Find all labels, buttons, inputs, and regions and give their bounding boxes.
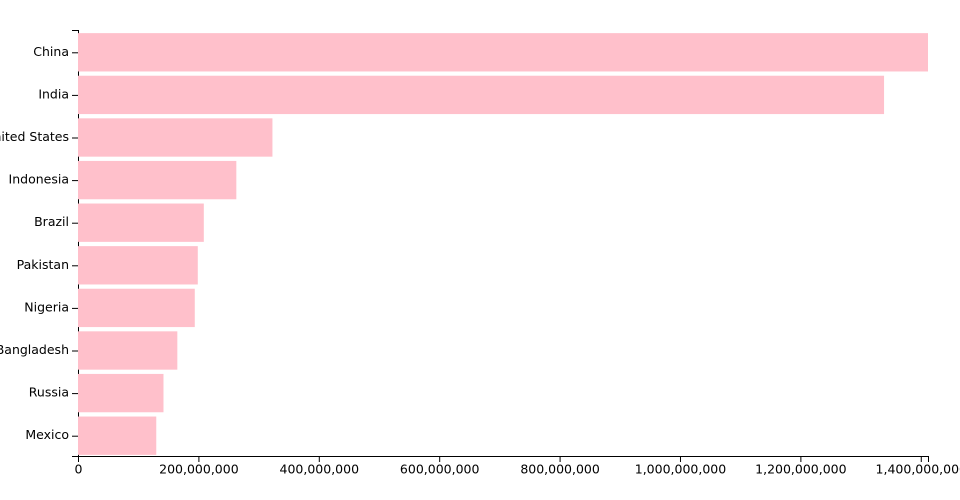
bar — [78, 203, 204, 242]
y-tick-label: India — [38, 86, 69, 101]
bar — [78, 416, 157, 455]
x-tick-label: 1,000,000,000 — [635, 462, 726, 477]
y-tick-label: United States — [0, 129, 69, 144]
y-tick-label: Nigeria — [24, 299, 69, 314]
y-axis-line — [72, 30, 79, 457]
bar — [78, 331, 178, 370]
x-tick-label: 200,000,000 — [159, 462, 239, 477]
y-tick-label: China — [33, 44, 69, 59]
x-tick-label: 1,200,000,000 — [755, 462, 846, 477]
y-tick-label: Mexico — [25, 427, 69, 442]
x-tick-label: 800,000,000 — [520, 462, 600, 477]
x-tick-label: 1,400,000,000 — [876, 462, 960, 477]
y-tick-label: Indonesia — [9, 172, 69, 187]
bar — [78, 160, 237, 200]
bar — [78, 33, 928, 72]
x-tick-label: 0 — [75, 462, 83, 477]
bar — [78, 75, 885, 115]
y-tick-label: Russia — [29, 385, 69, 400]
y-tick-label: Pakistan — [17, 257, 69, 272]
x-tick-label: 400,000,000 — [280, 462, 360, 477]
x-tick-label: 600,000,000 — [400, 462, 480, 477]
bar — [78, 288, 195, 328]
y-tick-label: Brazil — [34, 214, 69, 229]
y-tick-label: Bangladesh — [0, 342, 69, 357]
bar — [78, 118, 273, 157]
bar — [78, 373, 164, 413]
bar — [78, 246, 198, 285]
